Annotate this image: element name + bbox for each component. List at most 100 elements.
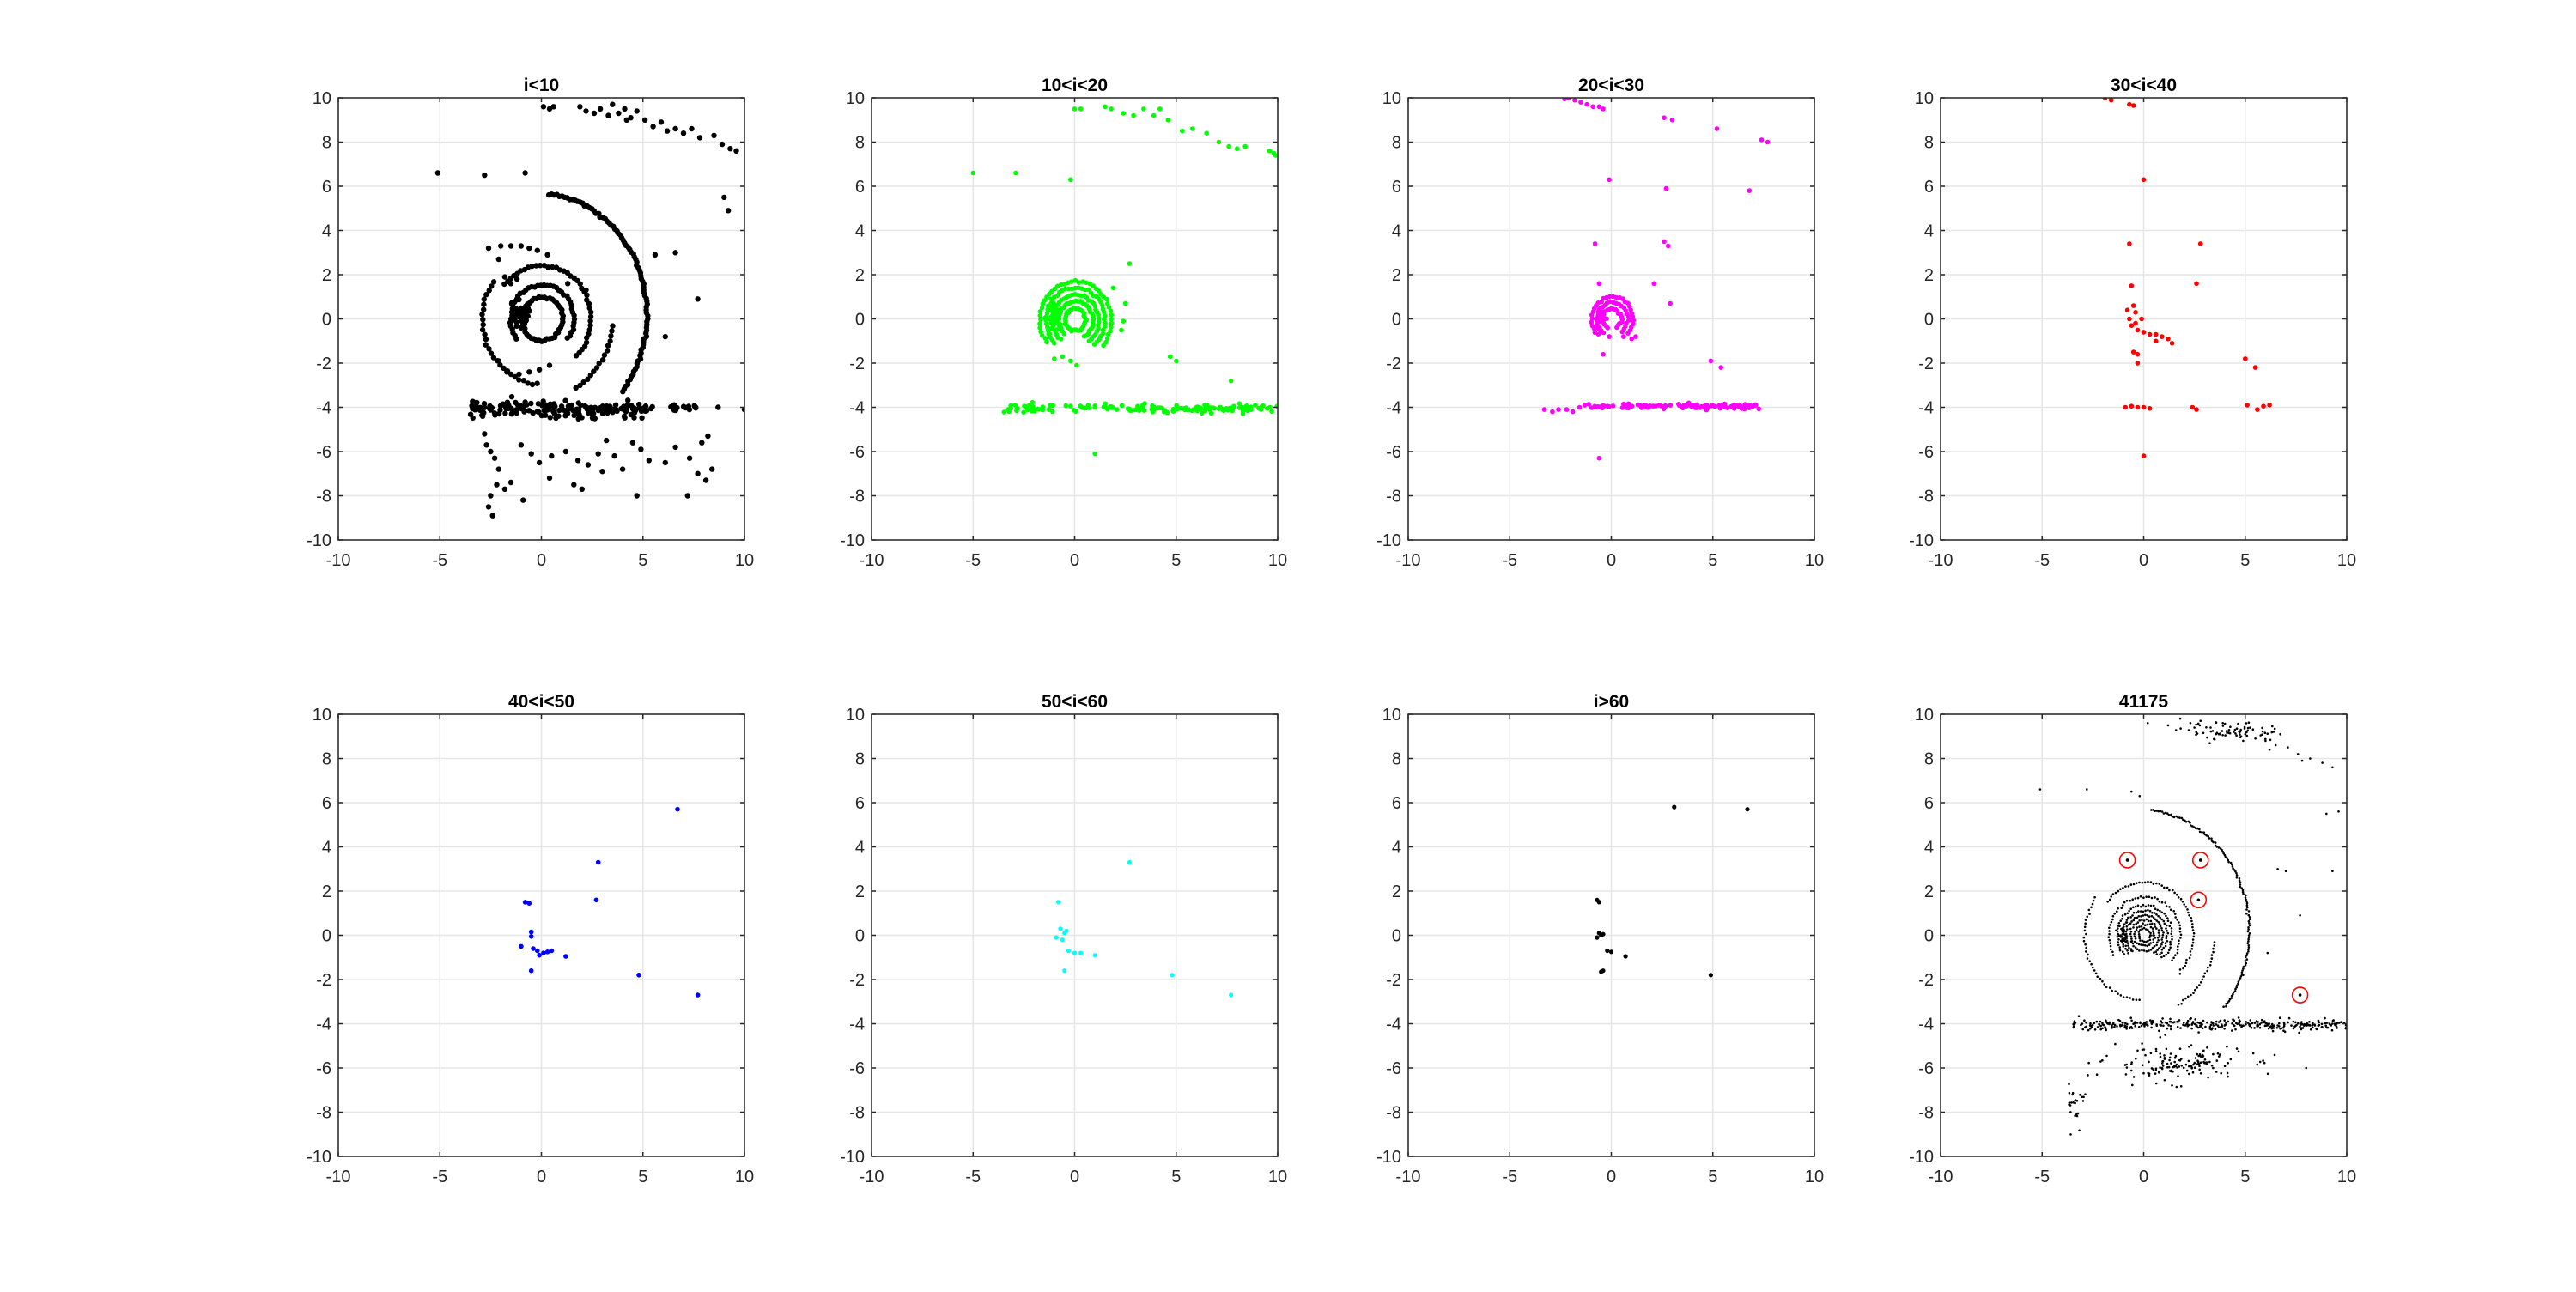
y-tick-label: 2 — [322, 266, 331, 285]
data-point — [492, 412, 498, 418]
data-point — [586, 305, 592, 312]
data-point — [2138, 919, 2141, 922]
data-point — [1601, 316, 1607, 322]
data-point — [1229, 992, 1234, 998]
data-point — [2203, 972, 2207, 975]
data-point — [1037, 321, 1042, 326]
data-point — [2164, 811, 2167, 815]
data-point — [2320, 1022, 2324, 1026]
data-points — [519, 806, 701, 998]
data-point — [2130, 349, 2136, 355]
data-point — [2258, 1026, 2262, 1029]
data-point — [2139, 929, 2142, 931]
data-point — [2126, 942, 2129, 944]
data-point — [2247, 913, 2251, 917]
data-point — [2166, 1066, 2169, 1069]
data-point — [2283, 1022, 2286, 1026]
data-point — [2128, 1026, 2131, 1029]
data-point — [2165, 927, 2167, 930]
data-point — [2271, 1029, 2275, 1033]
data-point — [1665, 243, 1671, 249]
data-point — [1253, 403, 1258, 408]
data-points — [970, 104, 1278, 457]
data-point — [2154, 1050, 2158, 1052]
data-point — [2084, 922, 2087, 925]
data-point — [2149, 949, 2153, 951]
data-point — [1631, 321, 1636, 327]
data-point — [2129, 931, 2133, 933]
data-point — [1038, 329, 1043, 335]
data-point — [601, 352, 608, 358]
data-point — [2137, 910, 2140, 913]
data-point — [526, 300, 532, 306]
data-point — [2219, 1026, 2222, 1028]
data-point — [2118, 949, 2122, 952]
data-point — [2068, 1103, 2070, 1107]
data-point — [2305, 1024, 2308, 1027]
data-point — [2282, 1024, 2286, 1028]
data-point — [2149, 919, 2153, 923]
data-point — [672, 125, 678, 132]
data-point — [585, 376, 591, 382]
data-point — [2090, 962, 2093, 966]
data-point — [2108, 930, 2111, 932]
x-tick-label: 10 — [1268, 551, 1287, 570]
data-point — [2087, 908, 2091, 912]
data-point — [2189, 722, 2192, 725]
data-point — [2081, 1100, 2085, 1102]
data-point — [672, 444, 678, 451]
data-point — [2245, 958, 2249, 961]
data-point — [2138, 881, 2141, 884]
data-point — [571, 482, 577, 488]
data-point — [2156, 949, 2159, 951]
data-point — [2111, 914, 2115, 918]
data-point — [2127, 316, 2132, 322]
data-point — [2142, 940, 2146, 943]
data-point — [2249, 726, 2251, 729]
data-point — [709, 466, 715, 472]
data-point — [2124, 885, 2127, 888]
data-point — [2333, 1022, 2336, 1025]
data-point — [2184, 906, 2188, 908]
data-point — [2127, 916, 2129, 919]
data-point — [579, 415, 585, 421]
data-point — [2126, 949, 2129, 952]
data-point — [719, 141, 726, 148]
data-point — [2184, 997, 2187, 1000]
data-point — [1032, 409, 1037, 414]
data-point — [2085, 1025, 2087, 1028]
data-point — [2328, 1022, 2331, 1025]
data-point — [2130, 103, 2136, 108]
data-point — [2138, 949, 2141, 952]
data-point — [2193, 1066, 2196, 1069]
data-point — [2311, 1023, 2314, 1027]
data-point — [2116, 1025, 2118, 1028]
data-point — [2272, 731, 2275, 733]
data-point — [2129, 883, 2133, 886]
data-point — [2164, 944, 2167, 948]
data-point — [526, 369, 532, 375]
data-point — [2163, 912, 2166, 915]
data-point — [2130, 303, 2136, 308]
data-point — [2332, 1019, 2335, 1022]
data-point — [2238, 979, 2241, 981]
data-point — [2238, 877, 2241, 880]
data-point — [2129, 403, 2135, 409]
data-point — [2239, 977, 2242, 980]
data-point — [2173, 913, 2177, 915]
data-point — [2191, 925, 2194, 929]
data-point — [479, 326, 486, 333]
x-tick-label: 0 — [1607, 1168, 1616, 1186]
data-point — [2133, 320, 2138, 326]
x-tick-label: 0 — [2139, 551, 2148, 570]
data-point — [2155, 927, 2158, 930]
data-point — [1140, 403, 1146, 409]
y-tick-label: -10 — [1909, 1148, 1934, 1167]
data-point — [2181, 901, 2184, 903]
data-point — [2172, 816, 2176, 819]
x-tick-label: 5 — [2240, 1168, 2250, 1186]
data-point — [2099, 1028, 2102, 1031]
data-point — [2243, 725, 2246, 729]
data-point — [2282, 1021, 2286, 1024]
data-point — [2122, 996, 2125, 998]
